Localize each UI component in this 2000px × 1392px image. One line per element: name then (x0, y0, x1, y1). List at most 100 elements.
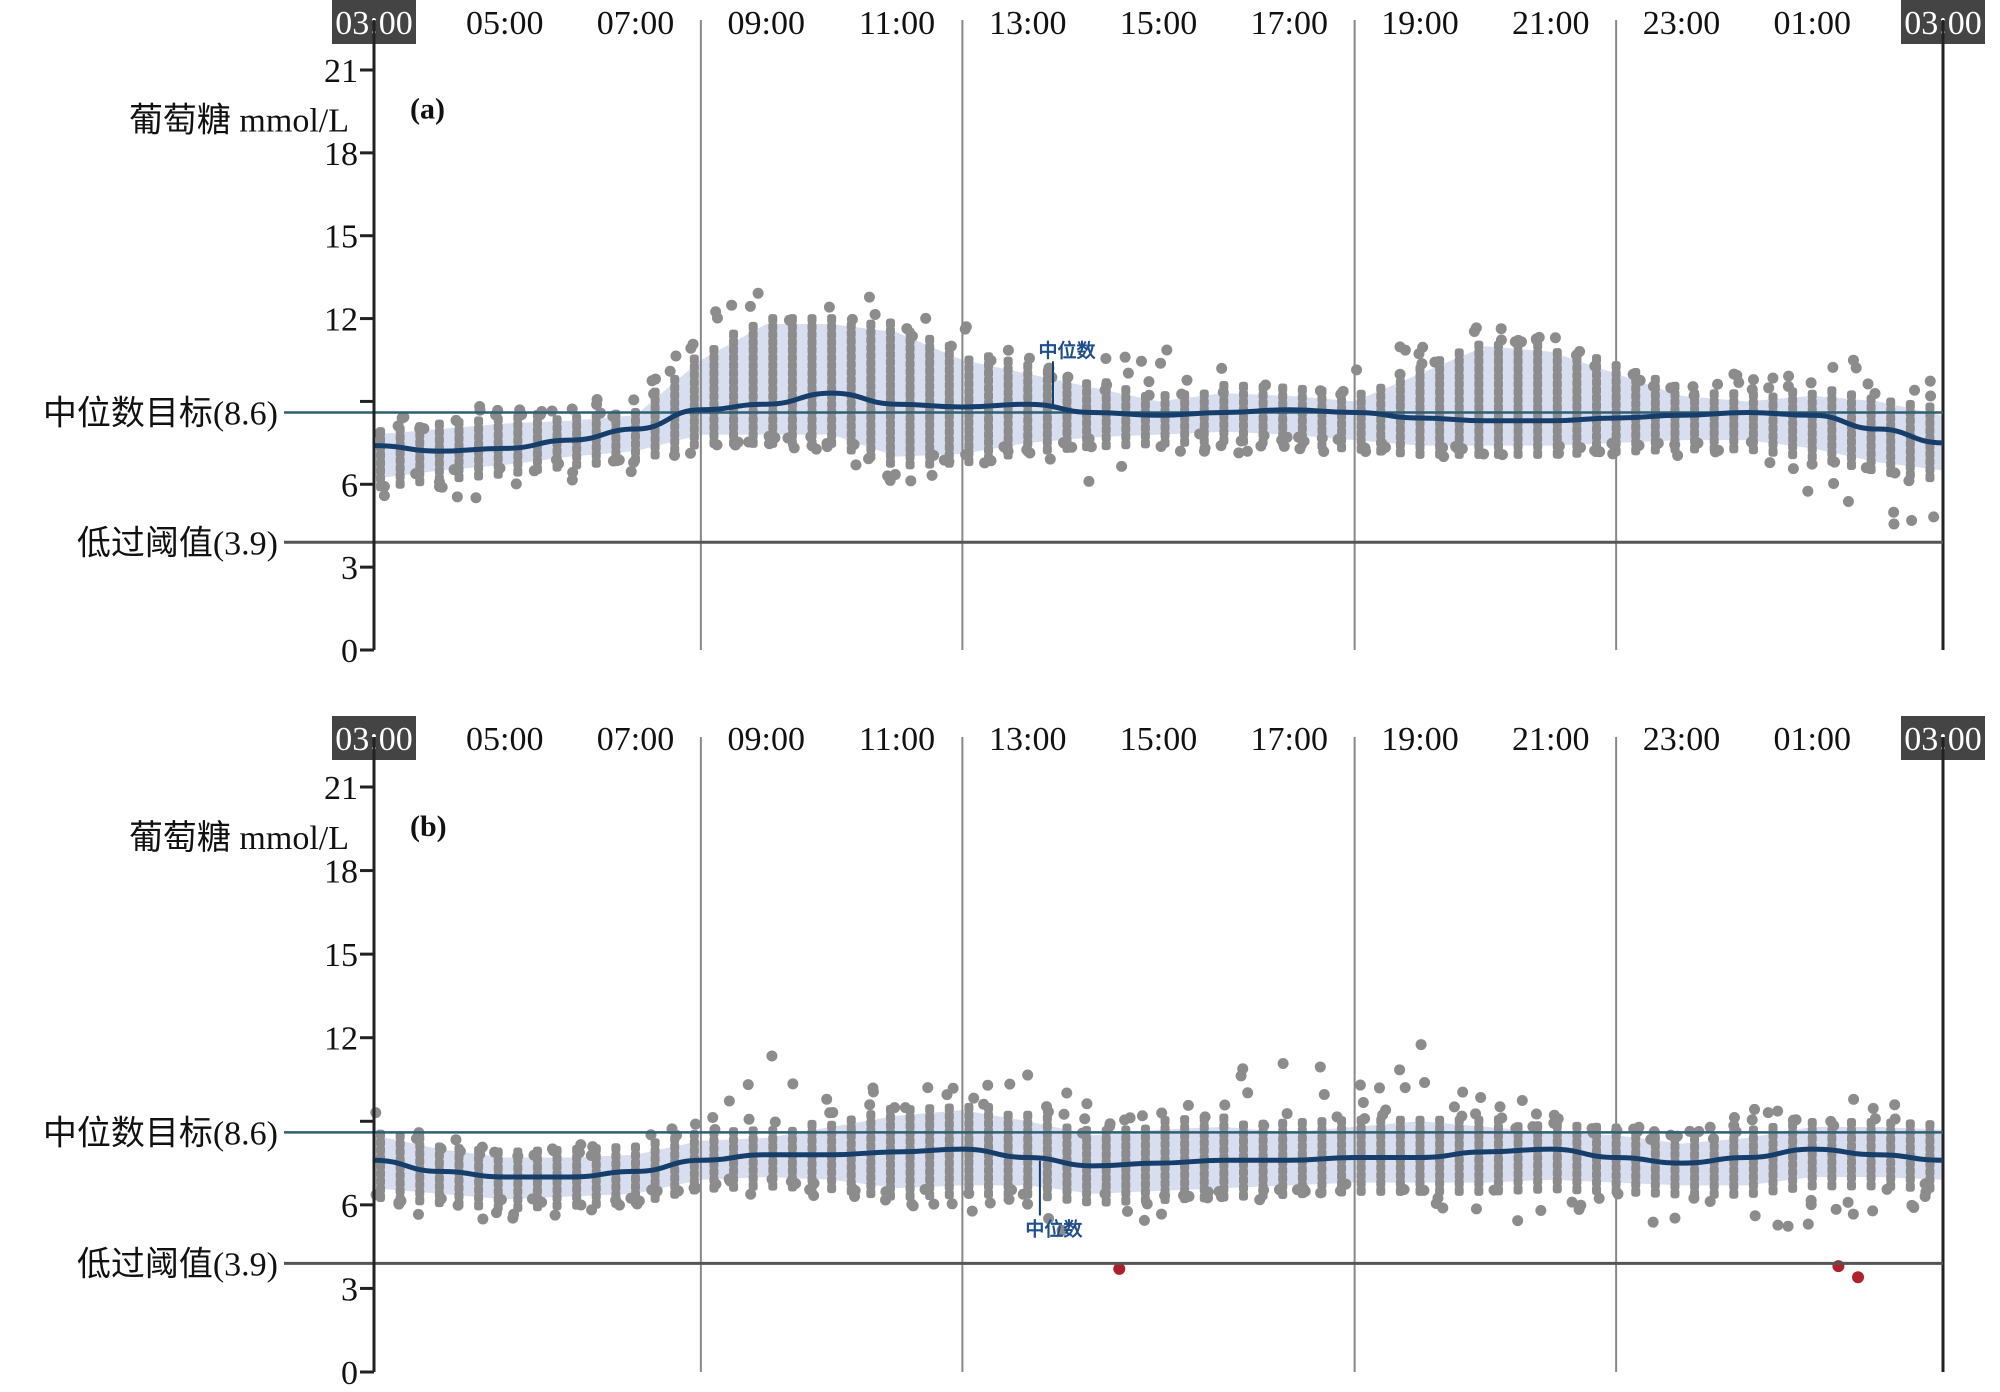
glucose-point (1709, 420, 1719, 431)
glucose-point (1435, 1178, 1445, 1189)
glucose-point (567, 466, 579, 478)
glucose-point (1807, 1133, 1817, 1144)
glucose-point (787, 329, 797, 340)
glucose-point (376, 1137, 386, 1148)
glucose-point (591, 419, 601, 430)
glucose-point (1474, 340, 1484, 351)
glucose-point (1058, 1108, 1070, 1120)
glucose-point (1140, 1148, 1150, 1159)
glucose-point (1513, 379, 1523, 390)
glucose-point (1003, 1141, 1013, 1152)
glucose-point (1513, 425, 1523, 436)
glucose-point (1495, 323, 1507, 335)
glucose-point (1886, 443, 1896, 454)
glucose-point (964, 417, 974, 428)
glucose-point (866, 1117, 876, 1128)
glucose-point (1690, 1149, 1700, 1160)
glucose-point (768, 337, 778, 348)
glucose-point (1042, 436, 1052, 447)
glucose-point (1238, 1143, 1248, 1154)
glucose-point (1768, 438, 1778, 449)
glucose-point (631, 431, 640, 442)
glucose-point (1886, 1141, 1896, 1152)
glucose-point (1140, 1132, 1150, 1143)
ytick-label: 6 (341, 1188, 358, 1225)
glucose-point (1297, 1149, 1307, 1160)
glucose-point (1003, 1118, 1013, 1129)
glucose-point (1729, 1173, 1739, 1184)
glucose-point (1003, 387, 1013, 398)
glucose-point (1572, 424, 1582, 435)
glucose-point (1121, 1148, 1131, 1159)
glucose-point (1258, 398, 1268, 409)
glucose-point (1335, 388, 1347, 400)
glucose-point (1238, 412, 1248, 423)
glucose-point (1415, 1139, 1425, 1150)
glucose-point (1647, 380, 1659, 392)
glucose-point (807, 414, 817, 425)
glucose-point (1062, 1178, 1072, 1189)
glucose-point (1042, 429, 1052, 440)
glucose-point (1513, 348, 1523, 359)
glucose-point (885, 1112, 895, 1123)
glucose-point (1454, 1162, 1464, 1173)
glucose-point (1297, 415, 1307, 426)
glucose-point (1454, 387, 1464, 398)
glucose-point (395, 478, 405, 489)
glucose-point (1807, 1172, 1817, 1183)
glucose-point (827, 345, 837, 356)
glucose-point (1062, 1139, 1072, 1150)
glucose-point (748, 1141, 758, 1152)
glucose-point (1454, 402, 1464, 413)
glucose-point (710, 306, 722, 318)
low-glucose-point (1852, 1271, 1865, 1284)
glucose-point (1356, 1178, 1366, 1189)
glucose-point (1533, 1168, 1543, 1179)
glucose-point (1788, 449, 1798, 460)
glucose-point (1082, 1180, 1092, 1191)
glucose-point (689, 1168, 699, 1179)
xtick-label: 23:00 (1643, 5, 1720, 42)
glucose-point (1611, 1124, 1623, 1136)
glucose-point (1437, 442, 1449, 454)
xtick-label: 11:00 (859, 721, 935, 758)
glucose-point (905, 366, 915, 377)
glucose-point (807, 422, 817, 433)
glucose-point (1827, 424, 1837, 435)
glucose-point (849, 1190, 861, 1202)
glucose-point (1925, 1166, 1935, 1177)
glucose-point (552, 415, 562, 426)
glucose-point (1042, 1167, 1052, 1178)
glucose-point (1002, 344, 1014, 356)
glucose-point (1846, 413, 1856, 424)
median-line (373, 390, 1944, 454)
panel-a: 03:00 05:00 07:00 09:00 11:00 13:00 15:00 17:00… (43, 0, 1985, 670)
glucose-point (1533, 394, 1543, 405)
glucose-point (1925, 464, 1935, 475)
glucose-point (1317, 1117, 1327, 1128)
glucose-point (1003, 372, 1013, 383)
glucose-point (846, 1162, 856, 1173)
glucose-point (1101, 1134, 1111, 1145)
glucose-point (905, 1136, 915, 1147)
glucose-point (1709, 389, 1719, 400)
glucose-point (1768, 1122, 1778, 1133)
glucose-point (1356, 1131, 1366, 1142)
glucose-point (1493, 425, 1503, 436)
glucose-point (1415, 448, 1425, 459)
glucose-point (1474, 433, 1484, 444)
glucose-point (435, 1143, 447, 1155)
glucose-point (1494, 1101, 1506, 1113)
glucose-point (925, 435, 935, 446)
glucose-point (1023, 1180, 1033, 1191)
glucose-point (670, 398, 680, 409)
glucose-point (1121, 431, 1131, 442)
glucose-point (1376, 1123, 1386, 1134)
glucose-point (1748, 1125, 1758, 1136)
glucose-point (1121, 1125, 1131, 1136)
glucose-point (1867, 1102, 1879, 1114)
glucose-point (1533, 1160, 1543, 1171)
glucose-point (1140, 422, 1150, 433)
glucose-point (1238, 1182, 1248, 1193)
glucose-point (1788, 1175, 1798, 1186)
